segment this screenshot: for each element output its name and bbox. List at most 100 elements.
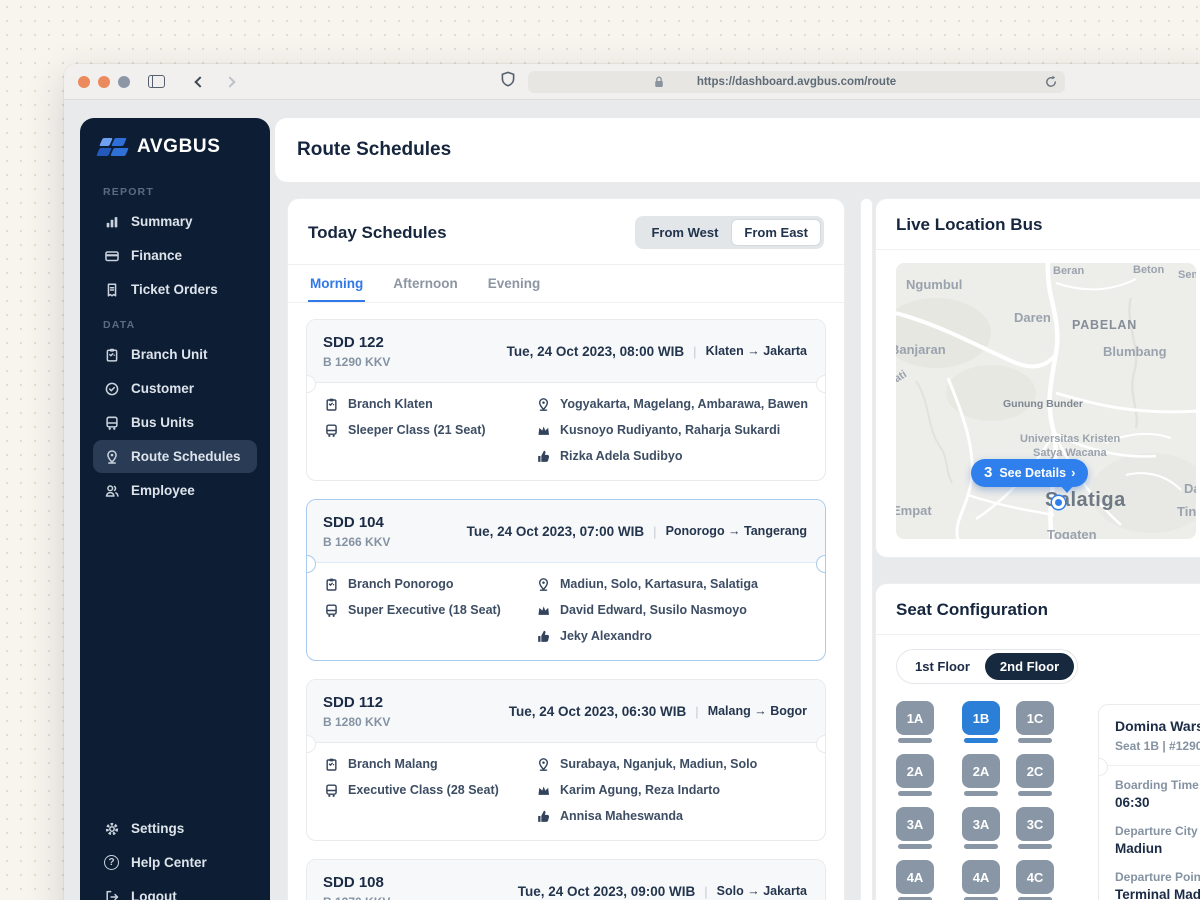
seat-grid: 1A 1B 1C 2A 2A 2C 3A 3A 3C xyxy=(896,701,1196,900)
today-schedules-panel: Today Schedules From West From East Morn… xyxy=(287,198,845,900)
sidebar-item-summary[interactable]: Summary xyxy=(93,205,257,238)
driver-names: David Edward, Susilo Nasmoyo xyxy=(560,603,747,617)
zoom-window-button[interactable] xyxy=(118,75,130,88)
from-east-toggle[interactable]: From East xyxy=(731,219,821,246)
time-tabs: Morning Afternoon Evening xyxy=(288,265,844,303)
section-label-report: REPORT xyxy=(103,186,154,198)
seat-2a-middle[interactable]: 2A xyxy=(962,754,1000,796)
map-pin-icon xyxy=(535,396,551,412)
first-floor-toggle[interactable]: 1st Floor xyxy=(915,659,970,674)
clipboard-icon xyxy=(103,346,120,363)
schedule-card-header: SDD 104 B 1266 KKV Tue, 24 Oct 2023, 07:… xyxy=(307,500,825,562)
seat-2c[interactable]: 2C xyxy=(1016,754,1054,796)
sidebar-item-label: Branch Unit xyxy=(131,347,208,362)
from-west-toggle[interactable]: From West xyxy=(651,225,719,240)
credit-card-icon xyxy=(103,247,120,264)
route-cities: Solo → Jakarta xyxy=(716,884,807,898)
browser-chrome: https://dashboard.avgbus.com/route xyxy=(64,64,1200,100)
ticket-divider xyxy=(307,735,825,753)
field-label: Departure Point xyxy=(1115,870,1200,884)
brand-name: AVGBUS xyxy=(137,136,221,157)
avgbus-logo-icon xyxy=(96,137,129,157)
sidebar-item-help-center[interactable]: ? Help Center xyxy=(93,846,257,879)
seat-4a[interactable]: 4A xyxy=(896,860,934,900)
bus-location-pin[interactable] xyxy=(1052,496,1065,509)
seat-4a-middle[interactable]: 4A xyxy=(962,860,1000,900)
bus-code: SDD 108 xyxy=(323,873,384,891)
second-floor-toggle[interactable]: 2nd Floor xyxy=(984,653,1075,680)
sidebar-item-bus-units[interactable]: Bus Units xyxy=(93,406,257,439)
ticket-divider xyxy=(307,555,825,573)
seat-1c[interactable]: 1C xyxy=(1016,701,1054,743)
sidebar-item-ticket-orders[interactable]: Ticket Orders xyxy=(93,273,257,306)
seat-1b-selected[interactable]: 1B xyxy=(962,701,1000,743)
attendant-name: Rizka Adela Sudibyo xyxy=(560,449,683,463)
departure-datetime: Tue, 24 Oct 2023, 07:00 WIB xyxy=(466,523,645,539)
seat-4c[interactable]: 4C xyxy=(1016,860,1054,900)
sidebar-item-label: Employee xyxy=(131,483,195,498)
tab-evening[interactable]: Evening xyxy=(487,276,541,291)
bus-icon xyxy=(323,782,339,798)
field-label: Boarding Time xyxy=(1115,778,1199,792)
sidebar-item-employee[interactable]: Employee xyxy=(93,474,257,507)
schedule-card-sdd-104[interactable]: SDD 104 B 1266 KKV Tue, 24 Oct 2023, 07:… xyxy=(306,499,826,661)
schedule-card-header: SDD 122 B 1290 KKV Tue, 24 Oct 2023, 08:… xyxy=(307,320,825,382)
schedule-card-header: SDD 108 B 1270 KKV Tue, 24 Oct 2023, 09:… xyxy=(307,860,825,900)
privacy-shield-icon[interactable] xyxy=(500,71,516,92)
map-label: Gunung Bunder xyxy=(1003,398,1083,410)
sidebar-item-finance[interactable]: Finance xyxy=(93,239,257,272)
sidebar-toggle-icon[interactable] xyxy=(148,75,165,88)
seat-1a[interactable]: 1A xyxy=(896,701,934,743)
schedule-card-sdd-108[interactable]: SDD 108 B 1270 KKV Tue, 24 Oct 2023, 09:… xyxy=(306,859,826,900)
sidebar-item-label: Summary xyxy=(131,214,193,229)
back-button[interactable] xyxy=(194,75,206,88)
map-label: Ngumbul xyxy=(906,277,963,292)
schedule-card-details: Branch Klaten Sleeper Class (21 Seat) Yo… xyxy=(307,383,825,480)
map-label: Blumbang xyxy=(1103,344,1167,359)
passenger-seat-info: Seat 1B | #12908 xyxy=(1115,739,1200,753)
seat-3c[interactable]: 3C xyxy=(1016,807,1054,849)
route-cities: Klaten → Jakarta xyxy=(705,344,807,358)
address-bar[interactable]: https://dashboard.avgbus.com/route xyxy=(528,70,1065,94)
field-value: 06:30 xyxy=(1115,795,1150,810)
sidebar-item-branch-unit[interactable]: Branch Unit xyxy=(93,338,257,371)
stop-cities: Madiun, Solo, Kartasura, Salatiga xyxy=(560,577,758,591)
seat-3a-middle[interactable]: 3A xyxy=(962,807,1000,849)
branch-name: Branch Ponorogo xyxy=(348,577,454,591)
section-label-data: DATA xyxy=(103,319,136,331)
field-label: Departure City xyxy=(1115,824,1198,838)
refresh-icon[interactable] xyxy=(1044,75,1058,94)
map-pin-icon xyxy=(535,576,551,592)
sidebar-item-customer[interactable]: Customer xyxy=(93,372,257,405)
route-cities: Ponorogo → Tangerang xyxy=(665,524,807,538)
map[interactable]: Beran Beton Sempo Ngumbul Daren PABELAN … xyxy=(896,263,1196,539)
sidebar-item-route-schedules[interactable]: Route Schedules xyxy=(93,440,257,473)
seat-3a[interactable]: 3A xyxy=(896,807,934,849)
bus-class: Super Executive (18 Seat) xyxy=(348,603,501,617)
see-details-label: See Details xyxy=(999,465,1067,480)
seat-2a[interactable]: 2A xyxy=(896,754,934,796)
bar-chart-icon xyxy=(103,213,120,230)
branch-name: Branch Klaten xyxy=(348,397,433,411)
separator: | xyxy=(704,883,708,899)
sidebar-item-logout[interactable]: Logout xyxy=(93,880,257,900)
tab-morning[interactable]: Morning xyxy=(308,265,366,302)
brand-logo[interactable]: AVGBUS xyxy=(93,136,257,158)
sidebar-item-settings[interactable]: Settings xyxy=(93,812,257,845)
departure-datetime: Tue, 24 Oct 2023, 06:30 WIB xyxy=(508,703,687,719)
schedule-card-sdd-112[interactable]: SDD 112 B 1280 KKV Tue, 24 Oct 2023, 06:… xyxy=(306,679,826,841)
today-schedules-title: Today Schedules xyxy=(308,222,447,242)
today-schedules-header: Today Schedules From West From East xyxy=(288,199,844,265)
see-details-tooltip[interactable]: 3 See Details › xyxy=(971,459,1089,493)
passenger-detail-card[interactable]: Domina Warsa Seat 1B | #12908 Boarding T… xyxy=(1098,704,1200,900)
separator: | xyxy=(693,343,697,359)
sidebar-item-label: Bus Units xyxy=(131,415,195,430)
close-window-button[interactable] xyxy=(78,75,90,88)
tab-afternoon[interactable]: Afternoon xyxy=(393,276,458,291)
sidebar-item-label: Route Schedules xyxy=(131,449,241,464)
minimize-window-button[interactable] xyxy=(98,75,110,88)
forward-button[interactable] xyxy=(224,75,236,88)
map-label: Sempo xyxy=(1178,269,1196,281)
schedule-card-sdd-122[interactable]: SDD 122 B 1290 KKV Tue, 24 Oct 2023, 08:… xyxy=(306,319,826,481)
